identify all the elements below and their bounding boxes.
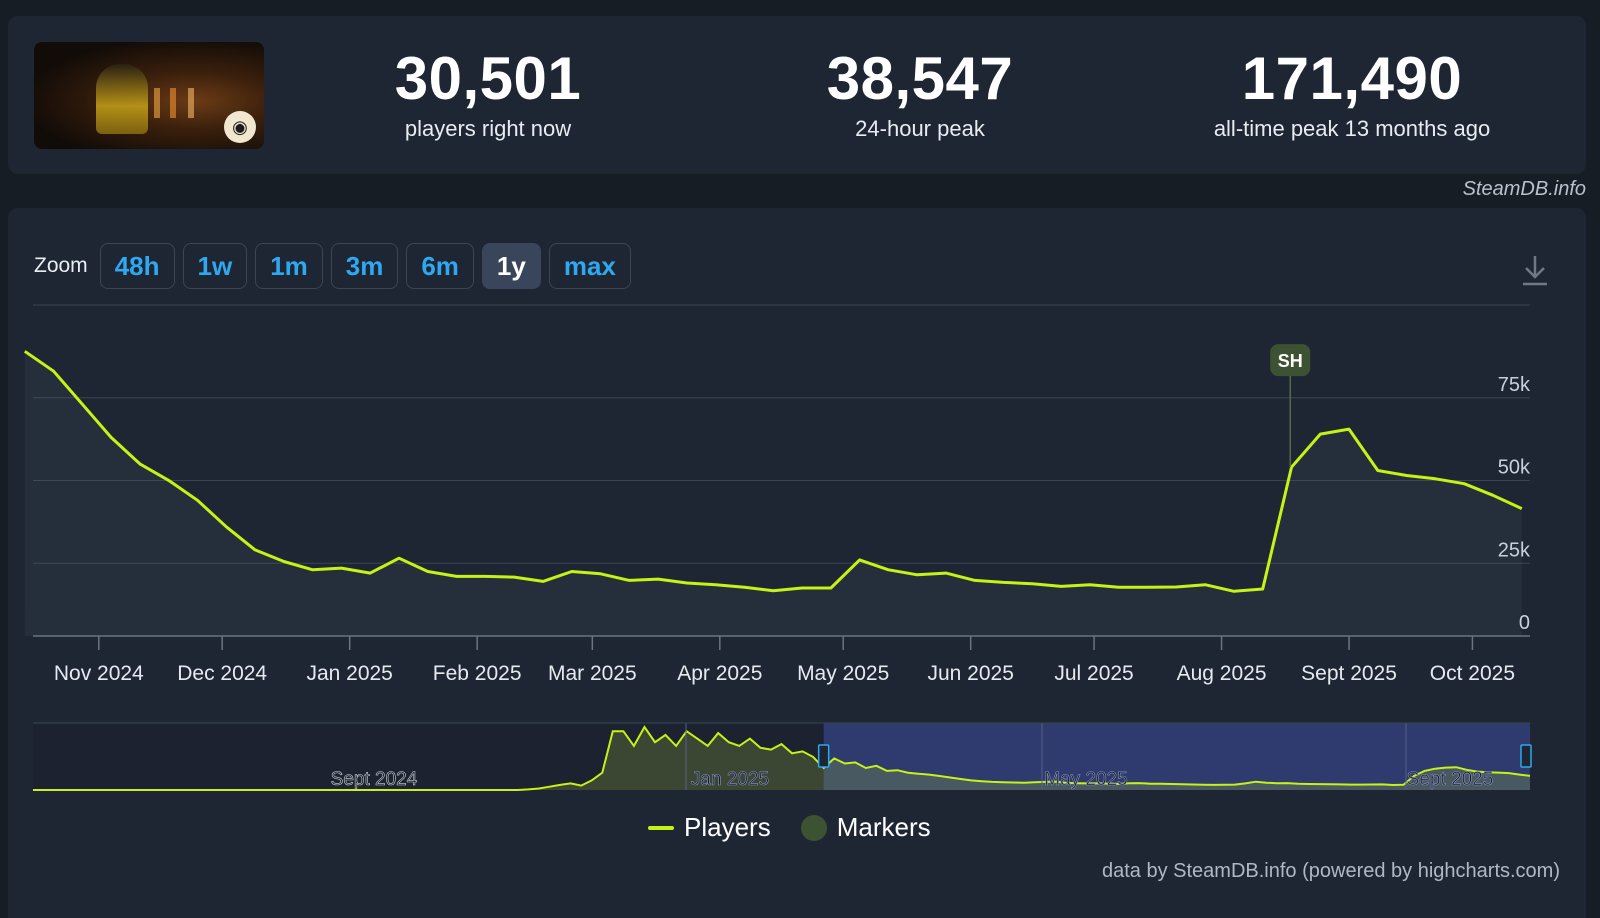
all-time-peak-stat: 171,490 all-time peak 13 months ago <box>1172 44 1532 142</box>
legend-players-label: Players <box>684 812 771 842</box>
marker-layer[interactable]: SH <box>1270 344 1311 468</box>
zoom-bar: Zoom 48h 1w 1m 3m 6m 1y max <box>34 242 631 290</box>
y-tick-label: 0 <box>1519 612 1530 634</box>
game-thumbnail[interactable]: ◉ <box>34 42 264 149</box>
y-tick-label: 50k <box>1498 457 1531 479</box>
navigator-area <box>33 727 1530 790</box>
peak-24h-label: 24-hour peak <box>855 116 985 141</box>
peak-24h-stat: 38,547 24-hour peak <box>740 44 1100 142</box>
navigator-selected-range[interactable] <box>823 723 1530 790</box>
navigator-handle-left[interactable] <box>817 744 830 768</box>
zoom-1y-button[interactable]: 1y <box>481 243 541 289</box>
marker-flag[interactable]: SH <box>1270 344 1311 468</box>
navigator-handle-right[interactable] <box>1520 744 1532 768</box>
current-players-stat: 30,501 players right now <box>308 44 668 142</box>
x-tick-label: Jun 2025 <box>927 662 1013 685</box>
axis-layer: 0 25k 50k 75k Nov 2024 Dec 2024 Jan 2025 Feb 20… <box>33 374 1531 685</box>
legend-markers[interactable]: Markers <box>800 812 931 843</box>
x-tick-label: May 2025 <box>797 662 889 685</box>
marker-badge[interactable] <box>1270 344 1311 377</box>
chart-panel: Zoom 48h 1w 1m 3m 6m 1y max SH 0 25k 50k 75… <box>8 208 1586 918</box>
legend-markers-label: Markers <box>836 812 931 842</box>
navigator[interactable]: Sept 2024 Jan 2025 May 2025 Sept 2025 <box>33 722 1532 791</box>
steamdb-watermark[interactable]: SteamDB.info <box>1462 178 1586 200</box>
zoom-1w-button[interactable]: 1w <box>182 243 248 289</box>
current-players-value: 30,501 <box>394 45 582 112</box>
eye-icon: ◉ <box>224 111 256 143</box>
all-time-peak-value: 171,490 <box>1241 45 1463 112</box>
x-tick-label: Aug 2025 <box>1177 662 1267 685</box>
thumbnail-figure <box>96 64 148 134</box>
x-tick-label: Mar 2025 <box>548 662 637 685</box>
area-layer <box>24 351 1522 636</box>
x-tick-label: Oct 2025 <box>1430 662 1515 685</box>
stats-panel: ◉ 30,501 players right now 38,547 24-hou… <box>8 16 1586 174</box>
all-time-peak-label: all-time peak 13 months ago <box>1213 116 1491 141</box>
zoom-6m-button[interactable]: 6m <box>406 243 474 289</box>
chart-credits[interactable]: data by SteamDB.info (powered by highcha… <box>1102 860 1560 882</box>
marker-label: SH <box>1278 351 1303 371</box>
series-layer[interactable] <box>23 350 1523 593</box>
series-area <box>24 351 1522 636</box>
download-icon[interactable] <box>1520 252 1550 288</box>
thumbnail-lights <box>154 88 234 118</box>
player-chart[interactable]: SH 0 25k 50k 75k Nov 2024 Dec 2024 Jan 2025 Feb… <box>8 208 1586 808</box>
y-tick-label: 25k <box>1498 539 1531 561</box>
legend-line-swatch <box>648 825 674 830</box>
navigator-label: Jan 2025 <box>691 769 769 790</box>
x-tick-label: Nov 2024 <box>54 662 144 685</box>
zoom-max-button[interactable]: max <box>548 243 631 289</box>
x-tick-label: Apr 2025 <box>677 662 762 685</box>
legend-players[interactable]: Players <box>648 812 771 843</box>
x-tick-label: Jan 2025 <box>306 662 392 685</box>
navigator-label: May 2025 <box>1044 769 1127 790</box>
navigator-series-line <box>33 725 1531 791</box>
zoom-1m-button[interactable]: 1m <box>255 243 323 289</box>
legend: Players Markers <box>648 812 931 843</box>
navigator-label: Sept 2025 <box>1407 769 1494 790</box>
x-tick-label: Jul 2025 <box>1054 662 1133 685</box>
zoom-48h-button[interactable]: 48h <box>99 243 175 289</box>
y-tick-label: 75k <box>1498 374 1531 396</box>
navigator-label: Sept 2024 <box>331 769 418 790</box>
current-players-label: players right now <box>404 116 572 141</box>
zoom-3m-button[interactable]: 3m <box>330 243 399 289</box>
grid-layer <box>33 304 1530 564</box>
x-tick-label: Dec 2024 <box>177 662 267 685</box>
legend-marker-swatch <box>800 814 827 841</box>
players-series-line[interactable] <box>23 350 1523 593</box>
x-tick-label: Feb 2025 <box>433 662 522 685</box>
peak-24h-value: 38,547 <box>826 45 1014 112</box>
x-tick-label: Sept 2025 <box>1301 662 1397 685</box>
zoom-label: Zoom <box>34 254 88 277</box>
